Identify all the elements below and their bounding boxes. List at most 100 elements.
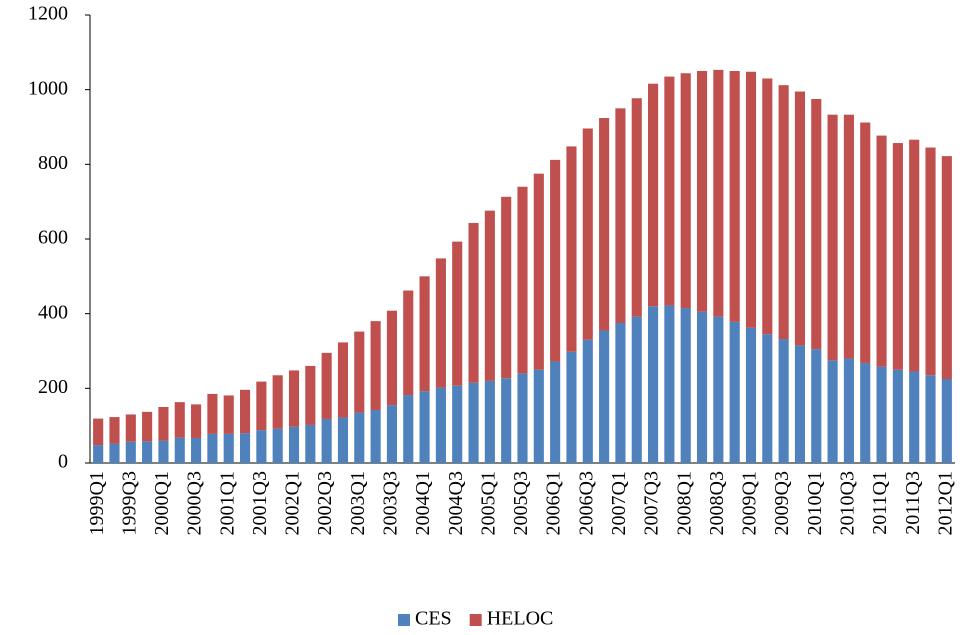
bar-segment bbox=[207, 433, 218, 463]
bar-segment bbox=[582, 339, 593, 463]
bar-segment bbox=[582, 128, 593, 340]
bar-segment bbox=[892, 369, 903, 463]
bar-segment bbox=[860, 362, 871, 463]
bar-segment bbox=[288, 370, 300, 427]
bar-segment bbox=[778, 85, 789, 340]
bar-segment bbox=[452, 241, 463, 386]
x-tick-label: 2001Q3 bbox=[249, 471, 271, 535]
bar-segment bbox=[729, 71, 740, 322]
bar-segment bbox=[337, 417, 349, 463]
legend-swatch bbox=[398, 614, 410, 626]
bar-segment bbox=[370, 321, 381, 410]
x-tick-label: 1999Q3 bbox=[118, 471, 140, 535]
bar-segment bbox=[354, 412, 365, 463]
bar-segment bbox=[452, 385, 463, 463]
bar-segment bbox=[501, 378, 512, 463]
bar-segment bbox=[468, 222, 479, 383]
bar-segment bbox=[305, 365, 316, 425]
bar-segment bbox=[419, 391, 430, 463]
x-tick-label: 2003Q3 bbox=[380, 471, 402, 535]
bar-segment bbox=[435, 387, 446, 463]
bar-segment bbox=[794, 91, 806, 346]
y-tick-label: 1200 bbox=[28, 3, 68, 25]
x-tick-label: 2007Q1 bbox=[608, 471, 630, 535]
bar-segment bbox=[337, 342, 349, 418]
x-tick-label: 2001Q1 bbox=[216, 471, 238, 535]
x-tick-label: 2000Q1 bbox=[151, 471, 173, 535]
bar-segment bbox=[925, 147, 936, 376]
bar-segment bbox=[191, 404, 202, 438]
bar-segment bbox=[615, 323, 626, 463]
bar-segment bbox=[696, 71, 708, 312]
bar-segment bbox=[648, 306, 659, 463]
bar-segment bbox=[860, 122, 871, 363]
bar-segment bbox=[599, 118, 610, 331]
x-tick-label: 2009Q1 bbox=[739, 471, 761, 535]
bar-segment bbox=[321, 418, 332, 463]
bar-segment bbox=[158, 407, 169, 441]
y-tick-label: 200 bbox=[38, 376, 68, 398]
bar-segment bbox=[566, 146, 577, 352]
bar-segment bbox=[239, 433, 251, 463]
bar-segment bbox=[174, 437, 185, 463]
x-tick-label: 1999Q1 bbox=[86, 471, 108, 535]
bar-segment bbox=[223, 395, 234, 434]
bar-segment bbox=[93, 418, 104, 446]
x-tick-label: 2004Q3 bbox=[445, 471, 467, 535]
bar-segment bbox=[925, 375, 936, 463]
bar-segment bbox=[648, 83, 659, 307]
bar-segment bbox=[794, 345, 806, 463]
legend-label: HELOC bbox=[487, 608, 554, 630]
bar-segment bbox=[680, 73, 691, 309]
bar-segment bbox=[386, 310, 397, 406]
bar-segment bbox=[876, 135, 887, 367]
x-tick-label: 2011Q1 bbox=[869, 471, 891, 535]
bar-segment bbox=[354, 331, 365, 413]
bar-segment bbox=[125, 441, 136, 463]
bar-segment bbox=[174, 402, 185, 438]
x-tick-label: 2006Q3 bbox=[575, 471, 597, 535]
x-tick-label: 2007Q3 bbox=[641, 471, 663, 535]
x-tick-label: 2002Q3 bbox=[314, 471, 336, 535]
bar-segment bbox=[305, 424, 316, 463]
bar-segment bbox=[909, 139, 920, 372]
bar-segment bbox=[729, 321, 740, 463]
bar-segment bbox=[713, 316, 724, 463]
bar-segment bbox=[517, 373, 528, 463]
bar-segment bbox=[272, 375, 283, 429]
bar-segment bbox=[941, 379, 952, 463]
bar-segment bbox=[745, 71, 757, 328]
bar-segment bbox=[696, 311, 708, 463]
bar-segment bbox=[566, 351, 577, 463]
x-tick-label: 2005Q3 bbox=[510, 471, 532, 535]
bar-segment bbox=[321, 352, 332, 419]
bar-segment bbox=[843, 358, 854, 463]
bar-segment bbox=[827, 360, 838, 463]
bar-segment bbox=[909, 371, 920, 463]
bar-segment bbox=[435, 258, 446, 388]
bar-segment bbox=[288, 426, 300, 463]
bar-segment bbox=[223, 433, 234, 463]
x-tick-label: 2000Q3 bbox=[184, 471, 206, 535]
bar-segment bbox=[876, 366, 887, 463]
bar-segment bbox=[272, 428, 283, 463]
y-tick-label: 1000 bbox=[28, 77, 68, 99]
bar-segment bbox=[256, 430, 267, 463]
bar-segment bbox=[191, 437, 202, 463]
x-tick-label: 2011Q3 bbox=[902, 471, 924, 535]
bar-segment bbox=[501, 196, 512, 379]
x-tick-label: 2005Q1 bbox=[477, 471, 499, 535]
bar-segment bbox=[550, 361, 561, 463]
bar-segment bbox=[941, 156, 952, 379]
bar-segment bbox=[762, 78, 773, 335]
x-tick-label: 2004Q1 bbox=[412, 471, 434, 535]
bar-segment bbox=[550, 159, 561, 362]
x-tick-label: 2008Q1 bbox=[673, 471, 695, 535]
bar-segment bbox=[239, 389, 251, 434]
bar-segment bbox=[533, 369, 544, 463]
bar-segment bbox=[207, 393, 218, 434]
legend-label: CES bbox=[415, 608, 452, 630]
bar-segment bbox=[386, 405, 397, 463]
bar-segment bbox=[142, 441, 153, 463]
